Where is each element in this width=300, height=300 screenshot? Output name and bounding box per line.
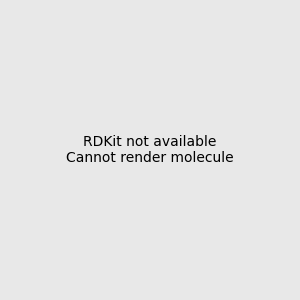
Text: RDKit not available
Cannot render molecule: RDKit not available Cannot render molecu…	[66, 135, 234, 165]
